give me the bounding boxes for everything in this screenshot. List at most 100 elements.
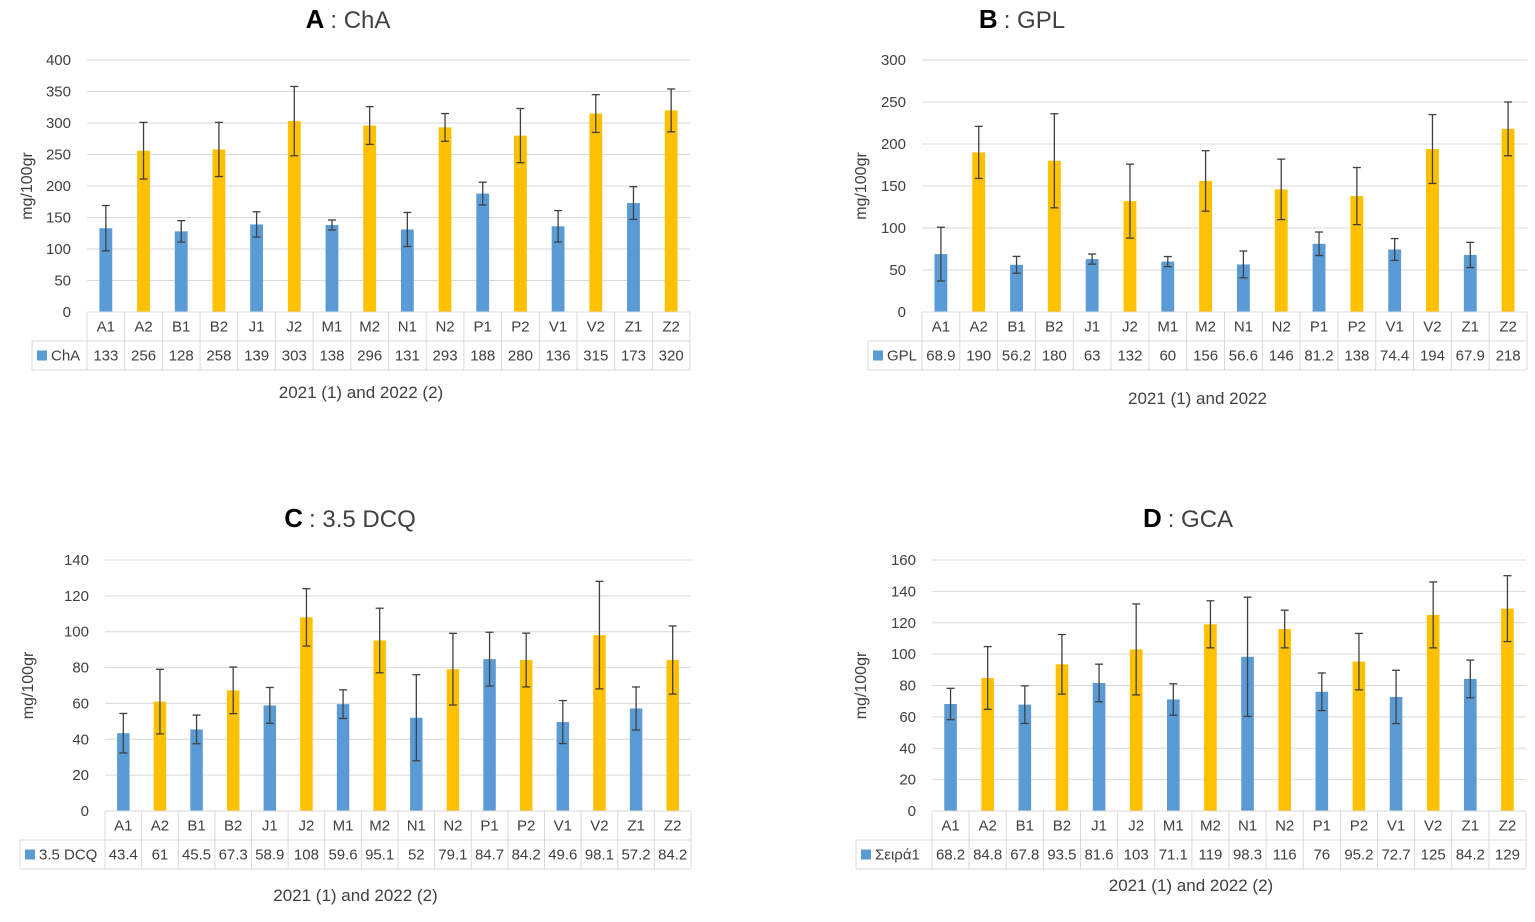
y-tick-label: 40 bbox=[72, 731, 89, 748]
chart-b: B: GPL 0 50 100 150 200 250 300 mg/100gr A1 68.9 A2… bbox=[853, 4, 1528, 408]
value-label-V1: 72.7 bbox=[1381, 847, 1410, 864]
category-label-V1: V1 bbox=[549, 319, 567, 336]
bar-P1 bbox=[1315, 691, 1329, 811]
chart-title: A: ChA bbox=[306, 4, 391, 34]
bar-V1 bbox=[1388, 249, 1402, 312]
category-label-N1: N1 bbox=[1234, 319, 1253, 336]
category-label-Z2: Z2 bbox=[1499, 319, 1517, 336]
chart-title-letter: C bbox=[284, 503, 303, 533]
value-label-P2: 95.2 bbox=[1344, 847, 1373, 864]
value-label-N1: 52 bbox=[408, 847, 425, 864]
y-tick-label: 350 bbox=[46, 84, 71, 101]
y-tick-label: 200 bbox=[46, 178, 71, 195]
bar-N1 bbox=[1236, 264, 1250, 312]
value-label-M1: 71.1 bbox=[1159, 847, 1188, 864]
category-label-Z1: Z1 bbox=[1462, 818, 1480, 835]
category-label-V1: V1 bbox=[554, 818, 572, 835]
chart-title: D: GCA bbox=[1143, 503, 1233, 533]
bar-Z2 bbox=[1501, 608, 1514, 811]
category-label-Z2: Z2 bbox=[1499, 818, 1517, 835]
bar-J2 bbox=[1123, 201, 1137, 312]
error-bar-P1 bbox=[478, 181, 487, 206]
error-bar-A2 bbox=[139, 121, 148, 180]
bar-N2 bbox=[1278, 629, 1291, 811]
category-label-P1: P1 bbox=[1310, 319, 1328, 336]
bar-M2 bbox=[363, 125, 377, 313]
bar-Z2 bbox=[664, 110, 678, 313]
value-label-V2: 98.1 bbox=[585, 847, 614, 864]
error-bar-B1 bbox=[1012, 255, 1021, 274]
value-label-B2: 67.3 bbox=[219, 847, 248, 864]
value-label-J1: 58.9 bbox=[255, 847, 284, 864]
legend-swatch bbox=[25, 849, 35, 860]
error-bar-N2 bbox=[441, 112, 450, 142]
category-label-Z1: Z1 bbox=[627, 818, 645, 835]
category-label-B2: B2 bbox=[224, 818, 242, 835]
series-name-label: ChA bbox=[51, 348, 80, 365]
error-bar-Z2 bbox=[1504, 101, 1513, 157]
category-label-J1: J1 bbox=[1091, 818, 1107, 835]
category-label-B1: B1 bbox=[1007, 319, 1025, 336]
bar-P2 bbox=[513, 135, 527, 312]
error-bar-M1 bbox=[327, 219, 336, 231]
chart-title-text: : 3.5 DCQ bbox=[309, 506, 416, 533]
category-label-Z1: Z1 bbox=[1462, 319, 1480, 336]
category-label-A1: A1 bbox=[97, 319, 115, 336]
value-label-A2: 256 bbox=[131, 348, 156, 365]
chart-title: C: 3.5 DCQ bbox=[284, 503, 415, 533]
error-bar-A1 bbox=[936, 226, 945, 282]
error-bar-Z1 bbox=[1466, 659, 1475, 699]
category-label-V2: V2 bbox=[1423, 319, 1441, 336]
error-bar-J1 bbox=[1095, 663, 1104, 703]
y-tick-label: 300 bbox=[881, 52, 906, 69]
value-label-Z1: 84.2 bbox=[1456, 847, 1485, 864]
value-label-Z2: 129 bbox=[1495, 847, 1520, 864]
value-label-Z1: 67.9 bbox=[1456, 348, 1485, 365]
error-bar-V1 bbox=[558, 699, 567, 745]
value-label-P2: 84.2 bbox=[512, 847, 541, 864]
y-tick-label: 200 bbox=[881, 136, 906, 153]
chart-title-text: : ChA bbox=[330, 7, 390, 34]
data-table bbox=[19, 810, 692, 870]
category-label-B1: B1 bbox=[1016, 818, 1034, 835]
y-tick-label: 100 bbox=[881, 220, 906, 237]
y-tick-label: 80 bbox=[72, 660, 89, 677]
legend-swatch bbox=[37, 350, 47, 361]
chart-panel-c: C: 3.5 DCQ 0 20 40 60 80 100 120 140 mg/100gr A1 43… bbox=[0, 461, 768, 922]
error-bar-A1 bbox=[101, 204, 110, 252]
error-bar-M1 bbox=[339, 689, 348, 720]
error-bar-M2 bbox=[365, 105, 374, 146]
value-label-P1: 76 bbox=[1313, 847, 1330, 864]
bar-B2 bbox=[1055, 664, 1069, 811]
error-bar-Z2 bbox=[667, 88, 676, 133]
category-label-Z2: Z2 bbox=[664, 818, 682, 835]
error-bar-B2 bbox=[214, 121, 223, 178]
value-label-Z2: 218 bbox=[1496, 348, 1521, 365]
chart-title-letter: B bbox=[979, 4, 998, 34]
category-label-M2: M2 bbox=[359, 319, 380, 336]
value-label-V2: 125 bbox=[1421, 847, 1446, 864]
bar-A2 bbox=[153, 701, 167, 811]
bar-A2 bbox=[981, 677, 994, 811]
value-label-P2: 138 bbox=[1344, 348, 1369, 365]
bar-M1 bbox=[1167, 699, 1180, 811]
bar-J2 bbox=[1129, 649, 1143, 811]
error-bar-B1 bbox=[1020, 685, 1029, 725]
bar-A1 bbox=[934, 254, 948, 312]
y-tick-label: 100 bbox=[891, 646, 916, 663]
chart-title-text: : GCA bbox=[1168, 506, 1233, 533]
value-label-A2: 190 bbox=[966, 348, 991, 365]
error-bar-P2 bbox=[1354, 632, 1363, 691]
y-tick-label: 100 bbox=[64, 624, 89, 641]
error-bar-A1 bbox=[119, 712, 128, 754]
bar-J1 bbox=[263, 705, 277, 811]
value-label-V1: 49.6 bbox=[548, 847, 577, 864]
bar-V2 bbox=[1426, 149, 1439, 312]
error-bar-P2 bbox=[516, 107, 525, 164]
bar-B2 bbox=[226, 690, 240, 811]
error-bar-J1 bbox=[265, 686, 274, 724]
error-bar-A2 bbox=[983, 645, 992, 710]
value-label-Z2: 320 bbox=[659, 348, 684, 365]
error-bar-J2 bbox=[1125, 163, 1134, 239]
value-label-M1: 59.6 bbox=[328, 847, 357, 864]
